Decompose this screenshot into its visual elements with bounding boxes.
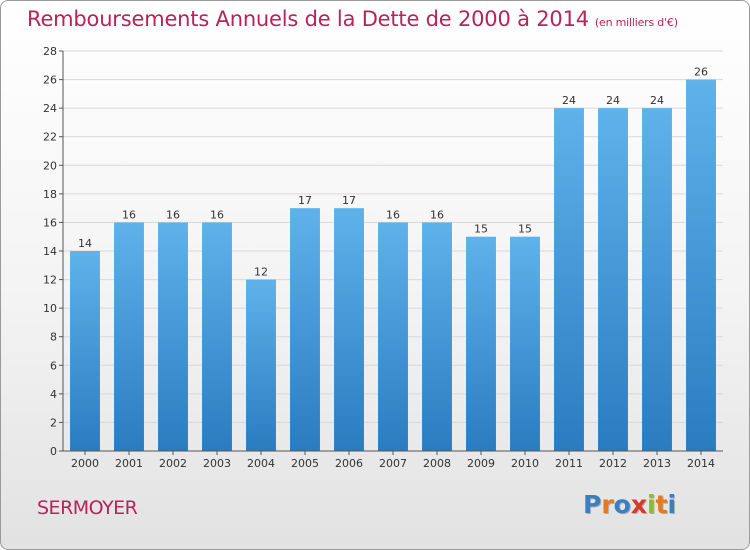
- bar-2007: [378, 222, 408, 451]
- y-tick-label: 24: [43, 102, 57, 115]
- x-tick-label: 2000: [71, 457, 99, 470]
- data-label: 24: [606, 94, 620, 107]
- x-tick-label: 2014: [687, 457, 715, 470]
- x-tick-label: 2003: [203, 457, 231, 470]
- x-tick-label: 2007: [379, 457, 407, 470]
- logo-letter: P: [583, 490, 602, 519]
- data-label: 14: [78, 237, 92, 250]
- y-tick-label: 16: [43, 216, 57, 229]
- data-label: 17: [298, 194, 312, 207]
- proxiti-logo: Proxiti: [583, 490, 676, 519]
- bar-2002: [158, 222, 188, 451]
- logo-letter: x: [630, 490, 647, 519]
- y-tick-label: 10: [43, 302, 57, 315]
- x-tick-label: 2013: [643, 457, 671, 470]
- y-tick-label: 20: [43, 159, 57, 172]
- y-tick-label: 18: [43, 188, 57, 201]
- x-tick-label: 2011: [555, 457, 583, 470]
- data-label: 16: [166, 208, 180, 221]
- x-tick-label: 2012: [599, 457, 627, 470]
- logo-letter: o: [613, 490, 631, 519]
- x-tick-label: 2005: [291, 457, 319, 470]
- data-label: 16: [430, 208, 444, 221]
- bar-2006: [334, 208, 364, 451]
- bar-2005: [290, 208, 320, 451]
- x-tick-label: 2004: [247, 457, 275, 470]
- x-tick-label: 2009: [467, 457, 495, 470]
- logo-letter: i: [667, 490, 677, 519]
- data-label: 16: [122, 208, 136, 221]
- y-tick-label: 26: [43, 74, 57, 87]
- data-label: 12: [254, 266, 268, 279]
- x-tick-label: 2001: [115, 457, 143, 470]
- y-tick-label: 4: [50, 388, 57, 401]
- logo-letter: r: [601, 490, 614, 519]
- y-tick-label: 8: [50, 331, 57, 344]
- data-label: 17: [342, 194, 356, 207]
- x-tick-label: 2002: [159, 457, 187, 470]
- bar-2014: [686, 79, 716, 452]
- bar-2000: [70, 251, 100, 451]
- data-label: 15: [518, 223, 532, 236]
- bar-2011: [554, 108, 584, 452]
- data-label: 24: [562, 94, 576, 107]
- chart-subtitle: (en milliers d'€): [594, 16, 678, 29]
- bar-2010: [510, 236, 540, 451]
- data-label: 24: [650, 94, 664, 107]
- x-tick-label: 2008: [423, 457, 451, 470]
- location-label: SERMOYER: [37, 497, 138, 519]
- bar-2008: [422, 222, 452, 451]
- logo-letter: i: [647, 490, 656, 519]
- chart-title: Remboursements Annuels de la Dette de 20…: [27, 7, 678, 31]
- data-label: 16: [210, 208, 224, 221]
- bar-2009: [466, 236, 496, 451]
- y-tick-label: 2: [50, 416, 57, 429]
- bar-2003: [202, 222, 232, 451]
- y-tick-label: 14: [43, 245, 57, 258]
- x-tick-label: 2006: [335, 457, 363, 470]
- y-tick-label: 12: [43, 274, 57, 287]
- bar-2004: [246, 279, 276, 451]
- bar-2012: [598, 108, 628, 452]
- data-label: 15: [474, 223, 488, 236]
- x-tick-label: 2010: [511, 457, 539, 470]
- logo-letter: t: [655, 490, 668, 519]
- y-tick-label: 6: [50, 359, 57, 372]
- data-label: 26: [694, 66, 708, 79]
- bar-2001: [114, 222, 144, 451]
- y-tick-label: 0: [50, 445, 57, 458]
- y-tick-label: 28: [43, 45, 57, 58]
- bar-2013: [642, 108, 672, 452]
- y-tick-label: 22: [43, 131, 57, 144]
- data-label: 16: [386, 208, 400, 221]
